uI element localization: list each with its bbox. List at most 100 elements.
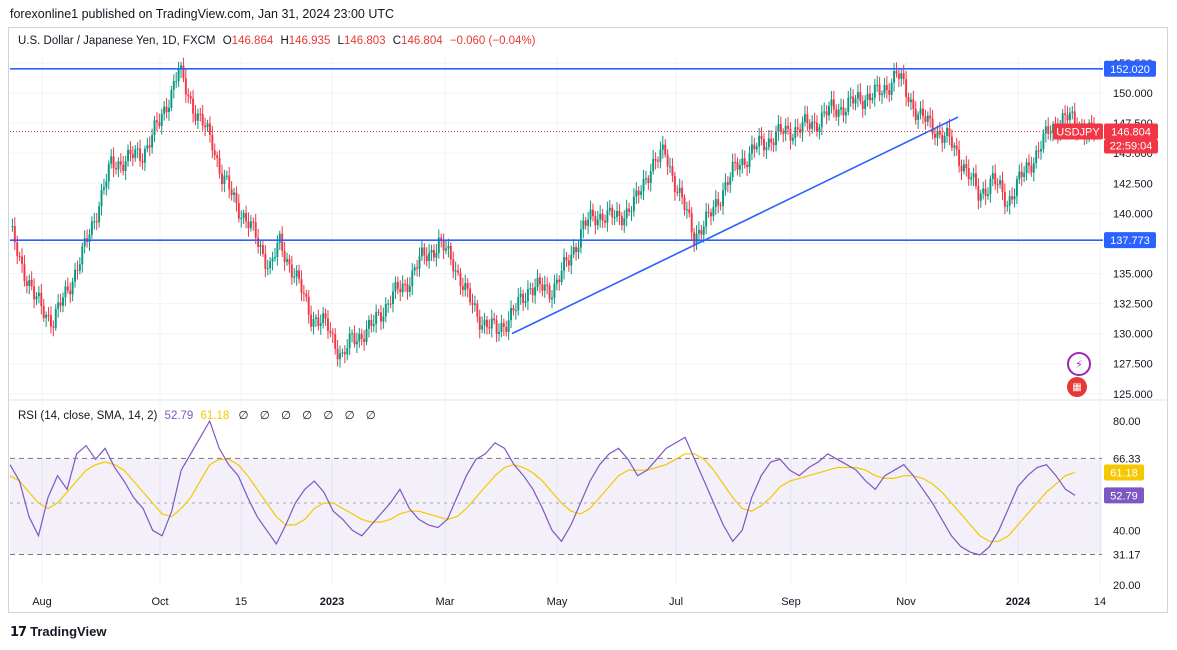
- candle-body: [823, 111, 826, 113]
- candle-body: [671, 166, 674, 176]
- candle-body: [1027, 162, 1030, 166]
- candle-body: [177, 69, 180, 82]
- candle-body: [996, 184, 999, 186]
- candle-body: [401, 283, 404, 293]
- candle-body: [1006, 205, 1009, 207]
- candle-body: [131, 154, 134, 158]
- candle-body: [464, 283, 467, 291]
- candle-body: [869, 93, 871, 101]
- candle-body: [507, 320, 510, 332]
- candle-body: [115, 168, 117, 170]
- candle-body: [23, 263, 26, 282]
- candle-body: [322, 313, 325, 324]
- candle-body: [714, 199, 717, 208]
- candle-body: [317, 317, 320, 326]
- candle-body: [196, 113, 199, 121]
- candle-body: [534, 287, 537, 296]
- us-flag-icon[interactable]: ▦: [1067, 377, 1087, 397]
- candle-body: [392, 291, 394, 305]
- symbol-legend[interactable]: U.S. Dollar / Japanese Yen, 1D, FXCM O14…: [18, 35, 536, 47]
- candle-body: [252, 221, 255, 223]
- candle-body: [695, 233, 698, 245]
- rsi-legend-value: 52.79: [164, 410, 194, 422]
- candle-body: [1068, 112, 1071, 121]
- candle-body: [948, 127, 951, 137]
- candle-body: [189, 95, 192, 99]
- rsi-tick-label: 20.00: [1113, 580, 1141, 592]
- candle-body: [481, 325, 484, 330]
- candle-body: [975, 173, 977, 187]
- candle-body: [808, 123, 811, 129]
- candle-body: [987, 194, 989, 197]
- candle-body: [411, 270, 414, 287]
- candle-body: [249, 221, 252, 229]
- candle-body: [76, 269, 79, 271]
- candle-body: [657, 160, 659, 162]
- candle-body: [1025, 162, 1028, 174]
- tv-logo-icon: 𝟭𝟳: [10, 624, 27, 639]
- candle-body: [693, 232, 696, 245]
- candle-body: [182, 65, 185, 79]
- candle-body: [630, 211, 633, 213]
- candle-body: [158, 122, 161, 126]
- candle-body: [560, 270, 563, 282]
- candle-body: [276, 242, 279, 258]
- candle-body: [355, 341, 358, 345]
- candle-body: [835, 109, 838, 117]
- candle-body: [375, 312, 378, 324]
- candle-body: [1061, 113, 1064, 127]
- candle-body: [608, 207, 611, 211]
- rsi-value-badge-text: 52.79: [1110, 490, 1138, 502]
- candle-body: [290, 264, 293, 278]
- candle-body: [611, 207, 614, 218]
- time-tick-label: 14: [1094, 596, 1106, 608]
- candle-body: [702, 226, 705, 235]
- candle-body: [919, 108, 922, 115]
- candle-body: [1015, 179, 1018, 197]
- tradingview-logo[interactable]: 𝟭𝟳 TradingView: [10, 624, 106, 640]
- candle-body: [187, 94, 190, 96]
- rsi-pane: [9, 419, 1102, 556]
- candle-body: [543, 284, 546, 291]
- candle-body: [866, 93, 869, 101]
- candle-body: [440, 237, 443, 241]
- time-tick-label: 15: [235, 596, 247, 608]
- candle-body: [293, 276, 296, 278]
- candle-body: [652, 158, 655, 172]
- candle-body: [1064, 113, 1067, 115]
- candle-body: [628, 208, 631, 212]
- candle-body: [165, 106, 168, 113]
- candle-body: [122, 164, 125, 172]
- candle-body: [413, 267, 416, 271]
- candle-body: [943, 135, 946, 143]
- candle-body: [146, 145, 149, 149]
- candle-body: [572, 247, 575, 255]
- price-tick-label: 130.000: [1113, 329, 1153, 341]
- drawings[interactable]: [10, 67, 1103, 335]
- time-tick-label: Jul: [669, 596, 683, 608]
- close-label: C: [392, 35, 402, 47]
- candle-body: [305, 293, 308, 297]
- candle-body: [194, 113, 197, 121]
- candles: [11, 57, 1095, 368]
- rsi-legend[interactable]: RSI (14, close, SMA, 14, 2) 52.79 61.18 …: [18, 408, 380, 422]
- candle-body: [979, 193, 982, 201]
- lightning-icon[interactable]: ⚡: [1067, 352, 1091, 376]
- candle-body: [430, 250, 433, 253]
- candle-body: [336, 348, 339, 360]
- candle-body: [274, 257, 276, 259]
- candle-body: [753, 144, 756, 150]
- candle-body: [380, 312, 382, 322]
- candle-body: [83, 238, 86, 247]
- candle-body: [204, 125, 207, 128]
- candle-body: [669, 166, 671, 168]
- candle-body: [283, 251, 286, 262]
- candle-body: [119, 161, 122, 165]
- candle-body: [25, 281, 28, 286]
- candle-body: [95, 221, 98, 223]
- rsi-tick-label: 40.00: [1113, 525, 1141, 537]
- candle-body: [984, 188, 987, 197]
- candle-body: [654, 158, 657, 161]
- candle-body: [396, 281, 399, 289]
